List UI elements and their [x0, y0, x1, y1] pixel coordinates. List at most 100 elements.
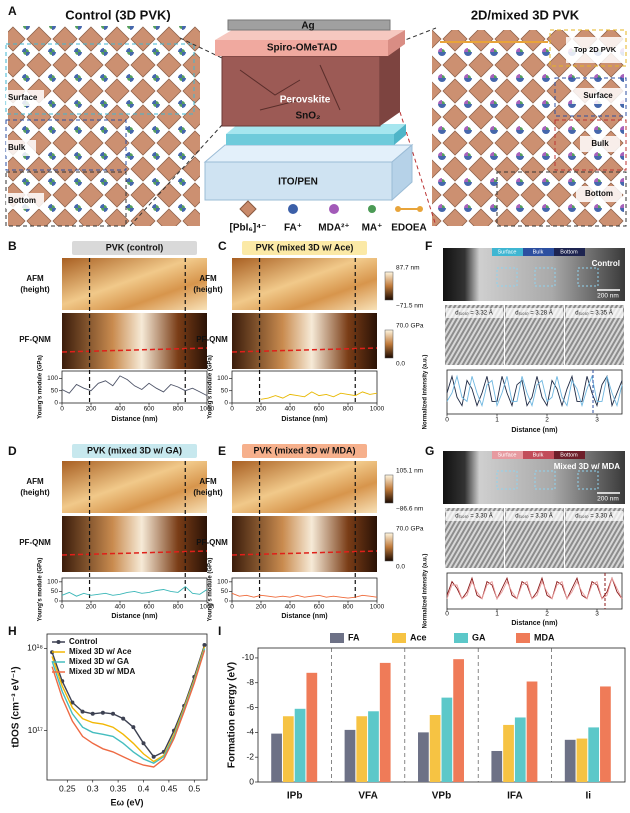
d-spacing: d₍₁₀₀₎ = 3.35 Å: [575, 310, 612, 317]
x-axis-label: Distance (nm): [511, 427, 557, 434]
legend-label: Control: [69, 637, 97, 646]
row-label: PF-QNM: [19, 335, 51, 344]
legend-label: GA: [472, 632, 486, 642]
x-tick-label: VFA: [358, 791, 377, 802]
title-pill: [242, 444, 367, 458]
bar: [588, 727, 600, 782]
series-marker: [111, 711, 116, 716]
y-tick-label: 0: [249, 776, 254, 786]
legend-icon: [417, 206, 423, 212]
d-label-bg: [566, 308, 623, 318]
tem-image: [443, 248, 625, 301]
connector: [399, 27, 437, 43]
title-pill: [72, 444, 197, 458]
row-label: AFM: [199, 477, 217, 486]
y-tick-label: -4: [246, 727, 254, 737]
region-tag: [554, 451, 585, 459]
ito-front: [204, 161, 393, 201]
label-bg: [6, 90, 44, 106]
bar: [306, 672, 318, 782]
y-tick-label: -6: [246, 702, 254, 712]
roi: [577, 470, 599, 490]
x-tick-label: 0.25: [59, 783, 76, 793]
legend-label: Mixed 3D w/ Ace: [69, 647, 132, 656]
bar: [564, 739, 576, 782]
scale-label: 200 nm: [597, 293, 619, 300]
region-box: [549, 29, 627, 67]
x-tick-label: 800: [173, 406, 184, 413]
d-label-bg: [446, 308, 503, 318]
y-tick-label: 100: [47, 375, 58, 382]
colorbar: [384, 474, 394, 504]
y-axis-label: Normalized intensity (a.u.): [423, 554, 429, 629]
d-spacing: d₍₁₀₀₎ = 3.30 Å: [575, 513, 612, 520]
profile-line: [61, 347, 208, 353]
x-tick-label: 800: [173, 604, 184, 611]
panel-letter: E: [218, 444, 226, 458]
y-axis-label: Young's module (GPa): [38, 558, 44, 622]
afm-image: [62, 461, 207, 513]
y-tick-label: 0: [54, 598, 58, 605]
bar: [379, 662, 391, 782]
d-spacing: d₍₁₀₀₎ = 3.30 Å: [515, 513, 552, 520]
bar: [526, 681, 538, 782]
plot-frame: [46, 633, 208, 781]
colorbar-label: 0.0: [396, 361, 405, 368]
legend-swatch: [392, 633, 406, 643]
region-tag: [554, 248, 585, 256]
ito-top: [203, 144, 414, 163]
y-tick-label: 50: [51, 387, 59, 394]
d-label-bg: [566, 511, 623, 521]
x-tick-label: 0: [230, 604, 234, 611]
legend-icon: [368, 205, 376, 213]
legend-label: Mixed 3D w/ GA: [69, 657, 129, 666]
region-label: Top 2D PVK: [574, 45, 617, 54]
row-label: AFM: [26, 274, 44, 283]
row-label: (height): [193, 285, 223, 294]
y-tick-label: -10: [242, 652, 255, 662]
region-box: [554, 77, 627, 117]
y-tick-label: -8: [246, 677, 254, 687]
tem-image: [443, 451, 625, 504]
perovskite-front: [221, 55, 381, 127]
legend-label: FA⁺: [284, 223, 302, 234]
grain-boundary: [239, 64, 341, 111]
y-axis-label: Young's module (GPa): [208, 355, 214, 419]
y-tick-label: 10¹⁷: [28, 725, 43, 735]
legend-icon: [329, 204, 339, 214]
afm-image: [232, 258, 377, 310]
profile-line: [61, 550, 208, 556]
pf-image: [62, 516, 207, 572]
legend-label: [PbI₆]⁴⁻: [230, 223, 267, 234]
bar: [368, 711, 379, 782]
legend-label: Ace: [410, 632, 427, 642]
x-tick-label: 200: [256, 406, 267, 413]
x-tick-label: 0.3: [87, 783, 99, 793]
series-line: [51, 648, 206, 764]
x-tick-label: 600: [144, 604, 155, 611]
series-marker: [202, 643, 207, 648]
connector: [399, 111, 437, 227]
x-tick-label: 2: [545, 417, 549, 424]
region-box: [496, 171, 627, 227]
perovskite-side: [380, 42, 400, 126]
bar: [282, 716, 294, 782]
d-spacing: d₍₁₀₀₎ = 3.32 Å: [455, 310, 492, 317]
y-axis-label: Young's module (GPa): [38, 355, 44, 419]
x-tick-label: 3: [595, 611, 599, 618]
x-tick-label: Ii: [586, 791, 592, 802]
profile-line: [231, 550, 378, 556]
x-tick-label: 200: [256, 604, 267, 611]
x-tick-label: 0.35: [110, 783, 127, 793]
region-box: [5, 43, 195, 115]
tem-label: Control: [592, 259, 620, 268]
layer-label: Ag: [301, 21, 314, 32]
region-label: Bottom: [585, 189, 613, 198]
y-tick-label: 50: [51, 588, 59, 595]
title-pill: [242, 241, 367, 255]
panel-letter: C: [218, 239, 227, 253]
spiro-front: [215, 40, 388, 56]
x-tick-label: 0.5: [188, 783, 200, 793]
bar: [429, 715, 441, 782]
